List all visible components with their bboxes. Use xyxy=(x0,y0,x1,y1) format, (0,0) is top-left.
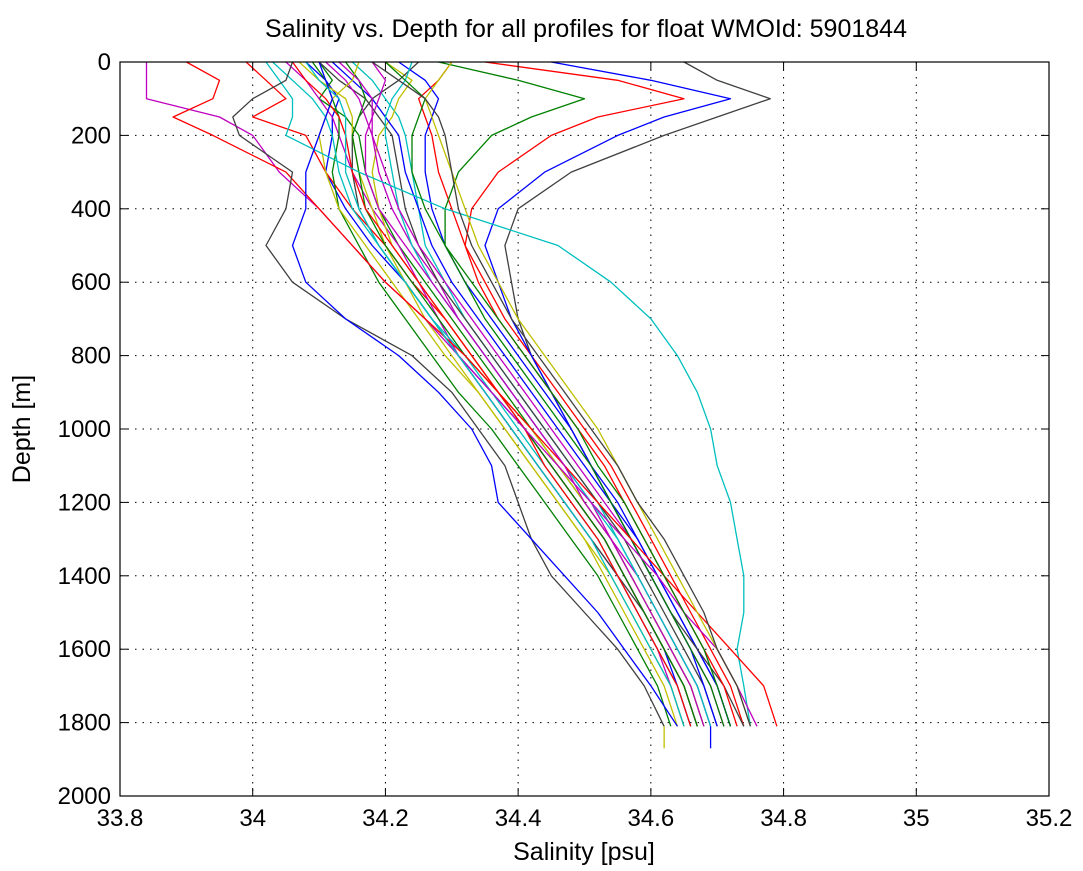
x-tick-label: 35 xyxy=(903,805,930,832)
x-tick-label: 34 xyxy=(239,805,266,832)
profile-line-13 xyxy=(298,61,679,727)
x-tick-label: 33.8 xyxy=(97,805,144,832)
y-tick-label: 2000 xyxy=(58,783,111,810)
x-tick-label: 34.8 xyxy=(760,805,807,832)
profile-line-24 xyxy=(438,61,725,727)
profile-line-28 xyxy=(232,61,665,727)
y-tick-label: 800 xyxy=(71,343,111,370)
y-axis-label: Depth [m] xyxy=(8,375,36,483)
profile-line-27 xyxy=(172,61,778,727)
y-tick-label: 1800 xyxy=(58,710,111,737)
profile-line-30 xyxy=(424,61,752,727)
x-tick-label: 34.4 xyxy=(495,805,542,832)
y-tick-label: 400 xyxy=(71,196,111,223)
x-axis-label: Salinity [psu] xyxy=(513,838,655,866)
y-tick-label: 1400 xyxy=(58,563,111,590)
y-tick-label: 1200 xyxy=(58,489,111,516)
y-tick-label: 600 xyxy=(71,269,111,296)
chart-title: Salinity vs. Depth for all profiles for … xyxy=(265,15,907,43)
profile-line-33 xyxy=(371,61,752,727)
x-tick-label: 34.2 xyxy=(362,805,409,832)
profile-line-9 xyxy=(311,61,672,727)
profile-line-32 xyxy=(338,61,705,727)
y-tick-labels: 0 200 400 600 800 1000 1200 1400 1600 1800 2000 xyxy=(58,49,111,810)
x-tick-label: 34.6 xyxy=(627,805,674,832)
profile-line-34 xyxy=(305,61,685,727)
profile-line-17 xyxy=(291,61,692,727)
profile-line-25 xyxy=(265,61,752,727)
axis-ticks xyxy=(119,61,1050,797)
profile-line-14 xyxy=(318,61,718,727)
series-layer xyxy=(145,61,778,749)
y-tick-label: 200 xyxy=(71,122,111,149)
profile-line-29 xyxy=(291,61,678,727)
y-tick-label: 1000 xyxy=(58,416,111,443)
x-tick-label: 35.2 xyxy=(1026,805,1073,832)
x-tick-labels: 33.8 34 34.2 34.4 34.6 34.8 35 35.2 xyxy=(97,805,1073,832)
profile-line-15 xyxy=(398,61,732,727)
profile-line-31 xyxy=(384,61,732,727)
y-tick-label: 0 xyxy=(98,49,111,76)
y-tick-label: 1600 xyxy=(58,636,111,663)
